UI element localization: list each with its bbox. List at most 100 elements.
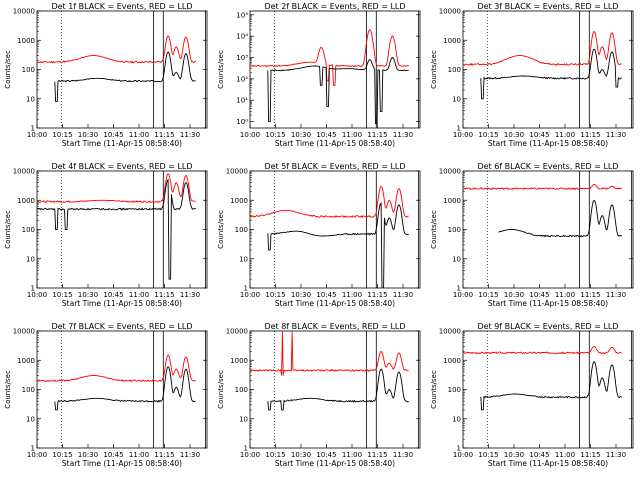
y-tick-label: 1000 xyxy=(230,197,248,205)
x-tick-label: 10:30 xyxy=(78,451,98,459)
y-axis-label: Counts/sec xyxy=(430,370,438,409)
lld-series-line xyxy=(463,183,622,191)
x-tick-label: 10:15 xyxy=(52,451,72,459)
y-tick-label: 1000 xyxy=(443,357,461,365)
y-axis-label: Counts/sec xyxy=(4,210,12,249)
y-tick-label: 10000 xyxy=(439,168,461,176)
y-tick-label: 10000 xyxy=(226,328,248,336)
x-tick-label: 10:30 xyxy=(504,291,524,299)
panel: Det 5f BLACK = Events, RED = LLD 10:00 10:… xyxy=(217,162,421,308)
events-series-line xyxy=(37,178,196,280)
x-tick-label: 10:45 xyxy=(316,131,336,139)
x-tick-label: 11:30 xyxy=(180,131,200,139)
y-tick-label: 1 xyxy=(31,125,35,133)
panel: Det 9f BLACK = Events, RED = LLD 10:00 10:… xyxy=(430,322,634,468)
y-tick-label: 1 xyxy=(457,445,461,453)
y-tick-label: 10⁴ xyxy=(236,33,248,41)
x-tick-label: 10:00 xyxy=(27,291,47,299)
y-tick-label: 10000 xyxy=(13,168,35,176)
panel-title: Det 3f BLACK = Events, RED = LLD xyxy=(477,2,618,11)
plot-area xyxy=(463,11,632,128)
y-tick-label: 10 xyxy=(26,415,35,423)
y-tick-label: 100 xyxy=(235,386,248,394)
lld-series-line xyxy=(463,30,622,66)
y-tick-label: 10³ xyxy=(236,54,248,62)
y-tick-label: 10 xyxy=(452,95,461,103)
x-axis-label: Start Time (11-Apr-15 08:58:40) xyxy=(488,459,608,468)
x-tick-label: 11:00 xyxy=(129,451,149,459)
events-series-line xyxy=(267,56,409,125)
x-tick-label: 11:00 xyxy=(342,291,362,299)
y-tick-label: 10² xyxy=(236,75,248,83)
x-tick-label: 11:15 xyxy=(154,451,174,459)
panel: Det 6f BLACK = Events, RED = LLD 10:00 10:… xyxy=(430,162,634,308)
panel-title: Det 6f BLACK = Events, RED = LLD xyxy=(477,162,618,171)
panel: Det 3f BLACK = Events, RED = LLD 10:00 10:… xyxy=(430,2,634,148)
x-tick-label: 11:15 xyxy=(154,291,174,299)
x-tick-label: 10:30 xyxy=(504,131,524,139)
x-tick-label: 10:30 xyxy=(78,131,98,139)
plot-area xyxy=(250,331,419,448)
y-tick-label: 10⁰ xyxy=(236,118,248,126)
y-tick-label: 10000 xyxy=(439,8,461,16)
y-tick-label: 100 xyxy=(235,226,248,234)
lld-series-line xyxy=(37,173,196,204)
x-tick-label: 10:45 xyxy=(529,451,549,459)
plot-area xyxy=(37,11,206,128)
x-tick-label: 10:15 xyxy=(265,131,285,139)
y-tick-label: 10 xyxy=(26,95,35,103)
x-axis-label: Start Time (11-Apr-15 08:58:40) xyxy=(62,299,182,308)
panel-title: Det 4f BLACK = Events, RED = LLD xyxy=(51,162,192,171)
y-tick-label: 1000 xyxy=(17,357,35,365)
x-tick-label: 11:00 xyxy=(555,131,575,139)
y-tick-label: 1 xyxy=(244,285,248,293)
events-series-line xyxy=(480,48,622,100)
y-tick-label: 10000 xyxy=(226,168,248,176)
x-tick-label: 10:45 xyxy=(529,131,549,139)
x-tick-label: 10:00 xyxy=(453,291,473,299)
plot-frame xyxy=(249,10,421,129)
plot-frame xyxy=(249,330,421,449)
x-tick-label: 10:15 xyxy=(265,291,285,299)
x-tick-label: 11:30 xyxy=(606,131,626,139)
x-tick-label: 10:45 xyxy=(316,291,336,299)
events-series-line xyxy=(267,368,409,411)
y-tick-label: 10000 xyxy=(13,328,35,336)
x-axis-label: Start Time (11-Apr-15 08:58:40) xyxy=(275,459,395,468)
x-tick-label: 10:00 xyxy=(240,451,260,459)
y-tick-label: 10 xyxy=(239,255,248,263)
y-tick-label: 100 xyxy=(448,66,461,74)
plot-area xyxy=(37,331,206,448)
x-tick-label: 11:30 xyxy=(393,131,413,139)
x-tick-label: 10:15 xyxy=(478,131,498,139)
events-series-line xyxy=(54,365,196,411)
x-tick-label: 10:15 xyxy=(478,451,498,459)
lld-series-line xyxy=(250,331,409,376)
panel-title: Det 2f BLACK = Events, RED = LLD xyxy=(264,2,405,11)
y-tick-label: 10¹ xyxy=(236,97,248,105)
x-tick-label: 10:15 xyxy=(478,291,498,299)
y-axis-label: Counts/sec xyxy=(217,50,225,89)
x-tick-label: 11:00 xyxy=(342,131,362,139)
plot-area xyxy=(463,331,632,448)
y-tick-label: 1000 xyxy=(230,357,248,365)
plot-area xyxy=(37,171,206,288)
y-tick-label: 10 xyxy=(26,255,35,263)
x-tick-label: 10:15 xyxy=(52,291,72,299)
plot-area xyxy=(250,171,419,288)
y-tick-label: 100 xyxy=(22,226,35,234)
x-axis-label: Start Time (11-Apr-15 08:58:40) xyxy=(275,139,395,148)
plot-frame xyxy=(462,10,634,129)
plot-frame xyxy=(36,330,208,449)
panel: Det 7f BLACK = Events, RED = LLD 10:00 10:… xyxy=(4,322,208,468)
y-axis-label: Counts/sec xyxy=(430,50,438,89)
x-tick-label: 11:15 xyxy=(367,451,387,459)
plot-frame xyxy=(36,10,208,129)
panel-title: Det 5f BLACK = Events, RED = LLD xyxy=(264,162,405,171)
x-axis-label: Start Time (11-Apr-15 08:58:40) xyxy=(488,299,608,308)
x-tick-label: 10:45 xyxy=(529,291,549,299)
x-tick-label: 10:00 xyxy=(453,451,473,459)
x-tick-label: 11:00 xyxy=(129,131,149,139)
y-tick-label: 100 xyxy=(22,66,35,74)
